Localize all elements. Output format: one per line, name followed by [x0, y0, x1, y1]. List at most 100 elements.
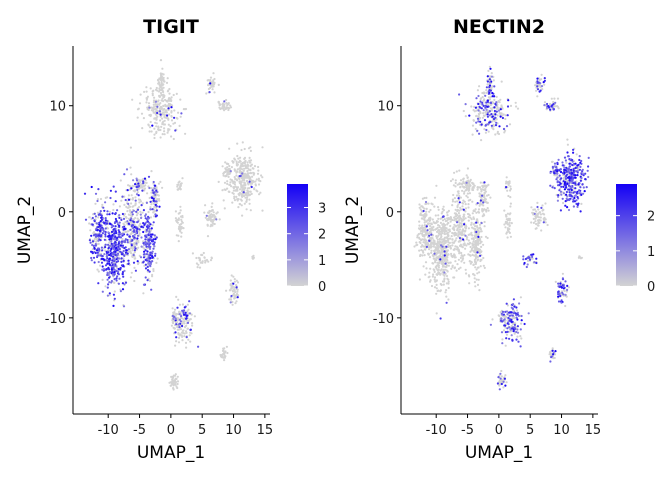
cell-point [207, 79, 210, 82]
cell-point [572, 200, 575, 203]
cell-point [420, 217, 423, 220]
cell-point [536, 80, 539, 83]
cell-point [141, 127, 144, 130]
cell-point [575, 191, 578, 195]
cell-point [437, 246, 440, 249]
cell-point [114, 190, 117, 193]
cell-point [181, 339, 184, 342]
cell-point [466, 196, 469, 199]
cell-point [587, 165, 590, 168]
cell-point [95, 234, 98, 237]
cell-point [471, 200, 474, 203]
cell-point [478, 289, 481, 292]
cell-point [120, 253, 124, 256]
cell-point [502, 113, 505, 116]
colorbar-tick-label: 0 [647, 280, 655, 295]
cell-point [197, 263, 200, 266]
cell-point [478, 113, 481, 116]
cell-point [576, 205, 579, 208]
cell-point [83, 192, 87, 195]
x-tick-label: 10 [553, 423, 570, 438]
cell-point [557, 300, 561, 303]
cell-point [476, 219, 479, 223]
cell-point [440, 260, 443, 263]
cell-point [91, 248, 94, 251]
cell-point [169, 384, 172, 387]
cell-point [163, 127, 166, 130]
cell-point [213, 83, 216, 86]
cell-point [587, 156, 590, 159]
cell-point [513, 305, 516, 308]
cell-point [507, 99, 510, 102]
cell-point [550, 97, 553, 100]
cell-point [501, 342, 504, 345]
cell-point [450, 252, 453, 255]
cell-point [434, 214, 437, 217]
cell-point [506, 189, 509, 192]
cell-point [479, 228, 482, 231]
cell-point [537, 224, 540, 227]
cell-point [113, 232, 116, 235]
cell-point [170, 324, 173, 327]
cell-point [467, 227, 470, 230]
cell-point [237, 206, 240, 209]
cell-point [163, 133, 166, 136]
cell-point [229, 279, 232, 282]
cell-point [533, 261, 536, 264]
cell-point [509, 202, 512, 205]
cell-point [422, 251, 425, 254]
cell-point [184, 341, 188, 344]
cell-point [257, 165, 260, 169]
cell-point [465, 186, 468, 189]
cell-point [462, 219, 465, 222]
cell-point [189, 340, 192, 343]
cell-point [180, 315, 183, 318]
cell-point [459, 206, 462, 209]
cell-point [463, 230, 466, 233]
cell-point [148, 221, 151, 224]
cell-point [150, 203, 153, 206]
cell-point [175, 312, 178, 315]
cell-point [121, 226, 124, 229]
cell-point [456, 221, 459, 224]
cell-point [243, 167, 246, 170]
cell-point [481, 96, 484, 99]
cell-point [566, 288, 569, 291]
cell-point [128, 235, 131, 238]
cell-point [186, 321, 190, 324]
y-tick-label: 10 [377, 100, 394, 115]
cell-point [144, 276, 147, 279]
cell-point [133, 251, 136, 254]
cell-point [107, 272, 110, 275]
cell-point [143, 187, 147, 190]
cell-point [437, 232, 440, 235]
cell-point [202, 251, 205, 255]
cell-point [147, 255, 150, 258]
cell-point [512, 312, 515, 315]
cell-point [106, 257, 109, 260]
cell-point [446, 233, 449, 237]
colorbar [616, 184, 637, 286]
cell-point [551, 165, 555, 168]
cell-point [139, 210, 142, 213]
cell-point [490, 124, 493, 127]
cell-point [209, 259, 213, 262]
cell-point [436, 238, 439, 241]
cell-point [432, 239, 435, 242]
cell-point [509, 319, 512, 322]
cell-point [244, 193, 247, 196]
cell-point [499, 311, 502, 314]
cell-point [136, 260, 139, 263]
cell-point [177, 111, 180, 114]
cell-point [162, 104, 165, 108]
cell-point [173, 109, 176, 112]
cell-point [182, 320, 185, 323]
cell-point [508, 326, 511, 329]
cell-point [240, 190, 244, 193]
cell-point [149, 245, 152, 248]
cell-point [469, 216, 472, 219]
cell-point [123, 173, 126, 176]
cell-point [500, 382, 503, 386]
cell-point [485, 194, 489, 197]
cell-point [126, 230, 129, 233]
